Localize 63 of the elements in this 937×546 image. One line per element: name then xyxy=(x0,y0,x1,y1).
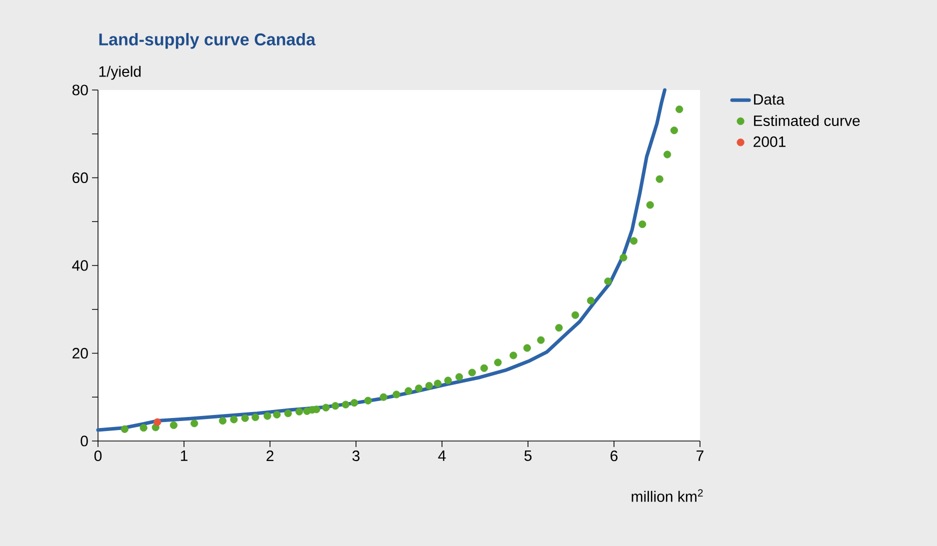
point xyxy=(380,393,388,401)
x-tick-label: 6 xyxy=(610,450,618,462)
point xyxy=(586,296,595,304)
point xyxy=(468,368,476,376)
point xyxy=(537,336,545,344)
y-tick-label: 60 xyxy=(72,172,88,184)
point xyxy=(120,425,128,433)
point xyxy=(604,277,612,286)
point xyxy=(332,402,340,410)
x-tick-label: 2 xyxy=(266,450,274,461)
point xyxy=(646,201,654,209)
x-tick-label: 5 xyxy=(524,450,532,461)
chart-title: Land-supply curve Canada xyxy=(99,32,316,49)
point xyxy=(414,384,423,392)
point xyxy=(364,396,372,404)
point xyxy=(523,344,531,352)
point xyxy=(656,175,664,183)
point xyxy=(434,380,442,388)
point xyxy=(264,412,272,420)
point xyxy=(480,364,488,372)
point xyxy=(555,324,563,332)
point xyxy=(252,413,260,422)
x-axis-title: million km$^{2}$ xyxy=(632,489,703,502)
point xyxy=(425,382,433,390)
point xyxy=(350,399,358,407)
x-tick-label: 4 xyxy=(438,450,446,461)
x-tick-label: 3 xyxy=(352,450,360,462)
y-tick-label: 20 xyxy=(72,348,88,359)
point xyxy=(190,420,198,428)
point xyxy=(218,417,227,425)
legend-label: Data xyxy=(754,94,785,105)
legend-label: 2001 xyxy=(754,136,786,148)
point xyxy=(154,418,162,426)
point xyxy=(510,352,518,360)
x-tick-label: 0 xyxy=(94,450,102,462)
point xyxy=(638,220,646,228)
point xyxy=(670,126,678,134)
point xyxy=(170,421,178,429)
point xyxy=(230,416,238,424)
point xyxy=(392,390,400,398)
point xyxy=(494,358,502,366)
point xyxy=(140,424,148,432)
point xyxy=(273,410,281,418)
point xyxy=(295,408,304,416)
x-tick-label: 7 xyxy=(696,450,704,461)
point xyxy=(241,414,249,422)
legend-label: Estimated curve xyxy=(754,115,860,126)
y-axis-title: 1/yield xyxy=(99,66,141,80)
point xyxy=(630,237,638,245)
point xyxy=(571,311,580,319)
point xyxy=(676,106,684,114)
point xyxy=(455,373,463,381)
point xyxy=(444,376,452,384)
point xyxy=(322,404,330,412)
point xyxy=(620,254,628,262)
point xyxy=(404,387,412,395)
x-tick-label: 1 xyxy=(180,450,188,461)
y-tick-label: 0 xyxy=(80,436,88,446)
point xyxy=(284,410,292,418)
point xyxy=(664,150,672,158)
y-tick-label: 80 xyxy=(72,84,88,96)
y-tick-label: 40 xyxy=(72,260,88,271)
point xyxy=(342,400,350,408)
